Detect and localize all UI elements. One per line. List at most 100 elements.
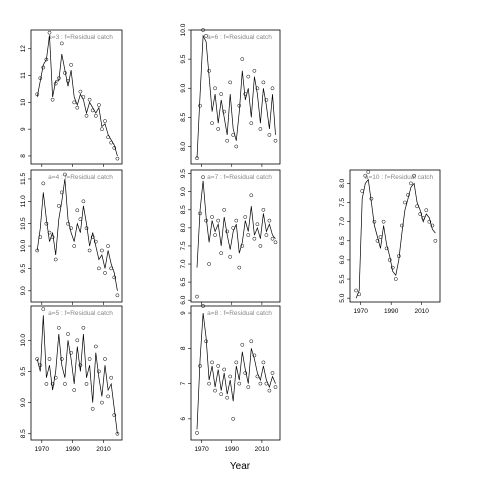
data-point [427, 219, 432, 224]
panel-title: a=5 : f=Residual catch [48, 310, 113, 317]
data-point [369, 196, 374, 201]
data-point [252, 68, 257, 73]
data-point [264, 381, 269, 386]
y-tick-label: 7.5 [180, 241, 187, 250]
data-point [406, 193, 410, 197]
series-line [196, 34, 276, 159]
data-point [421, 215, 426, 220]
data-point [78, 363, 83, 368]
data-point [360, 189, 365, 193]
data-point [59, 190, 64, 195]
data-point [415, 204, 419, 209]
data-point [222, 367, 227, 372]
series-line [196, 313, 276, 430]
plot-frame [190, 305, 281, 441]
x-tick-label: 1990 [384, 308, 399, 315]
data-point [63, 382, 67, 386]
data-point [106, 244, 110, 248]
data-point [41, 307, 46, 311]
data-point [81, 95, 86, 99]
y-tick-label: 6.0 [180, 295, 187, 304]
data-point [228, 80, 233, 85]
data-point [103, 271, 107, 275]
data-point [231, 416, 236, 421]
data-point [47, 230, 52, 235]
data-point [433, 238, 438, 243]
data-point [207, 262, 211, 266]
data-point [240, 342, 245, 347]
data-point [69, 226, 73, 231]
panel-2: 9.0 9.5 10.0 10.5 11.0 11.5 a=4 : f=Residual c… [20, 169, 123, 305]
data-point [44, 382, 49, 386]
data-point [231, 133, 236, 137]
data-point [115, 293, 120, 298]
data-point [372, 219, 377, 224]
data-point [75, 105, 80, 110]
data-point [249, 193, 254, 198]
data-point [87, 357, 92, 361]
data-point [115, 156, 120, 161]
panel-7: 5.0 5.5 6.0 6.5 7.0 7.5 8.0 1970 1990 2010 a=10 : … [339, 169, 441, 315]
series-line [36, 35, 118, 157]
data-point [267, 133, 272, 137]
data-point [90, 235, 95, 239]
data-point [213, 233, 217, 237]
y-tick-label: 8.0 [180, 142, 187, 151]
y-tick-label: 11.5 [20, 172, 27, 185]
data-point [424, 208, 429, 213]
x-tick-label: 1970 [35, 446, 50, 453]
data-point [56, 203, 61, 208]
data-point [112, 146, 117, 150]
data-point [112, 275, 117, 280]
data-point [66, 79, 70, 83]
data-point [357, 292, 362, 297]
data-point [261, 207, 266, 212]
data-point [93, 344, 98, 349]
data-point [38, 363, 43, 368]
data-point [35, 248, 40, 253]
data-point [400, 223, 404, 228]
data-point [195, 431, 199, 435]
x-tick-label: 1970 [194, 446, 209, 453]
data-point [225, 138, 230, 143]
data-point [109, 266, 114, 271]
data-point [198, 103, 202, 108]
data-point [75, 338, 80, 343]
y-tick-label: 7.0 [180, 259, 187, 268]
x-tick-label: 1970 [353, 308, 368, 315]
data-point [106, 394, 110, 399]
data-point [216, 364, 221, 368]
panel-1: 8 9 10 11 12 a=3 : f=Residual catch [20, 29, 123, 167]
data-point [270, 236, 275, 241]
y-tick-label: 8.5 [180, 112, 187, 121]
y-tick-label: 10.0 [180, 23, 187, 36]
x-tick-label: 1990 [65, 446, 80, 453]
data-point [249, 339, 254, 344]
data-point [50, 382, 55, 386]
data-point [243, 215, 248, 219]
panels-group: 8 9 10 11 12 a=3 : f=Residual catch 9.0 9.5 10.0… [20, 23, 441, 453]
x-axis-label: Year [230, 461, 251, 472]
data-point [210, 360, 214, 365]
data-point [363, 173, 368, 178]
data-point [35, 357, 40, 361]
data-point [378, 235, 383, 239]
data-point [258, 127, 263, 131]
data-point [198, 211, 202, 216]
data-point [396, 254, 401, 258]
data-point [72, 100, 77, 105]
y-tick-label: 11.0 [20, 195, 27, 208]
data-point [270, 86, 275, 91]
data-point [75, 208, 80, 213]
data-point [72, 388, 77, 392]
data-point [255, 374, 260, 379]
panel-title: a=7 : f=Residual catch [207, 174, 272, 181]
data-point [234, 218, 239, 223]
data-point [63, 71, 67, 75]
data-point [66, 221, 70, 226]
data-point [264, 233, 269, 237]
data-point [56, 325, 61, 330]
y-tick-label: 6 [180, 417, 187, 421]
data-point [50, 235, 55, 239]
data-point [97, 103, 101, 107]
